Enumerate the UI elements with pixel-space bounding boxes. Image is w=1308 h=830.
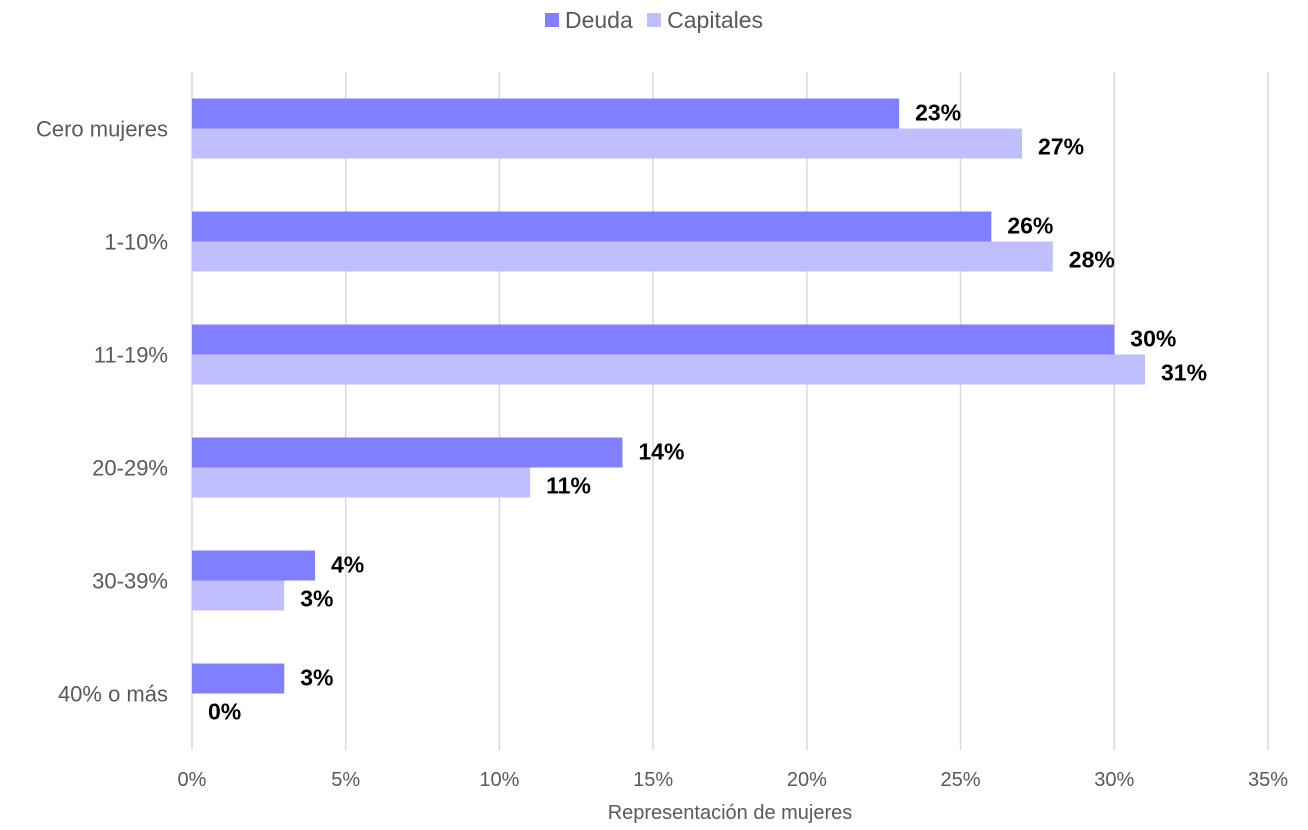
y-category-label: 20-29% xyxy=(92,456,168,481)
y-category-label: Cero mujeres xyxy=(36,117,168,142)
legend-label-capitales: Capitales xyxy=(667,6,764,33)
legend: Deuda Capitales xyxy=(0,6,1308,34)
bar-deuda xyxy=(192,211,992,242)
data-label: 26% xyxy=(1007,213,1053,239)
data-label: 14% xyxy=(638,439,684,465)
bar-capitales xyxy=(192,467,531,498)
bar-capitales xyxy=(192,580,285,611)
bar-deuda xyxy=(192,663,285,694)
bar-deuda xyxy=(192,437,623,468)
data-label: 23% xyxy=(915,100,961,126)
y-category-label: 1-10% xyxy=(104,230,168,255)
x-tick-label: 25% xyxy=(941,769,981,791)
x-tick-label: 30% xyxy=(1094,769,1134,791)
legend-label-deuda: Deuda xyxy=(564,6,633,33)
y-category-label: 11-19% xyxy=(94,343,168,368)
bar-capitales xyxy=(192,354,1146,385)
data-label: 27% xyxy=(1038,134,1084,160)
x-axis-title: Representación de mujeres xyxy=(607,802,853,824)
legend-item-capitales: Capitales xyxy=(647,7,763,34)
data-label: 31% xyxy=(1161,360,1207,386)
bar-deuda xyxy=(192,324,1115,355)
x-tick-label: 15% xyxy=(633,769,673,791)
x-tick-label: 20% xyxy=(787,769,827,791)
legend-item-deuda: Deuda xyxy=(544,6,633,34)
data-label: 11% xyxy=(546,473,591,499)
data-label: 30% xyxy=(1130,326,1176,352)
y-category-label: 40% o más xyxy=(58,682,168,707)
bar-capitales xyxy=(192,128,1023,159)
x-tick-label: 0% xyxy=(178,769,207,791)
x-tick-label: 35% xyxy=(1248,769,1288,791)
bar-capitales xyxy=(192,241,1053,272)
data-label: 0% xyxy=(208,699,241,725)
data-label: 4% xyxy=(331,552,364,578)
data-label: 3% xyxy=(300,665,333,691)
bar-deuda xyxy=(192,98,900,129)
data-label: 3% xyxy=(300,586,333,612)
y-category-label: 30-39% xyxy=(92,569,168,594)
x-tick-label: 10% xyxy=(479,769,519,791)
legend-swatch-capitales xyxy=(647,13,662,27)
legend-swatch-deuda xyxy=(544,13,559,27)
bar-deuda xyxy=(192,550,315,581)
x-tick-label: 5% xyxy=(331,769,360,791)
data-label: 28% xyxy=(1069,247,1115,273)
